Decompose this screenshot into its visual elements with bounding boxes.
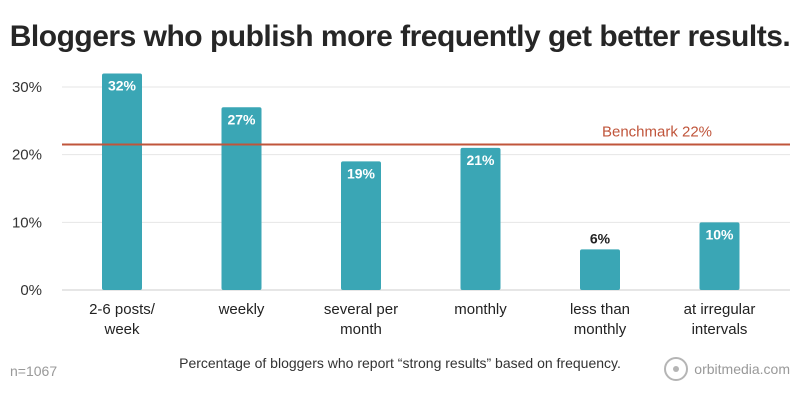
category-label-line: monthly — [454, 301, 507, 318]
bar — [580, 249, 620, 290]
bar-value-label: 19% — [347, 165, 376, 181]
bar-value-label: 6% — [590, 230, 611, 246]
gridlines — [62, 86, 790, 291]
category-label-line: intervals — [692, 321, 748, 338]
bar — [460, 147, 501, 290]
y-tick-label: 10% — [12, 214, 42, 231]
benchmark: Benchmark 22% — [62, 124, 790, 146]
bar — [699, 222, 740, 290]
category-label-line: at irregular — [684, 301, 756, 318]
category-label: monthly — [454, 301, 507, 318]
bar-value-labels: 32% 27% 19% 21% 6% 10% — [108, 77, 734, 246]
y-tick-label: 20% — [12, 147, 42, 164]
category-label-line: monthly — [574, 321, 627, 338]
category-label-line: 2-6 posts/ — [89, 301, 156, 318]
x-axis-categories: 2-6 posts/week weekly several per month mont… — [89, 301, 755, 338]
benchmark-label: Benchmark 22% — [602, 124, 712, 141]
chart-title: Bloggers who publish more frequently get… — [9, 20, 791, 53]
category-label: 2-6 posts/week — [89, 301, 156, 338]
category-label: at irregular intervals — [684, 301, 756, 338]
category-label: less than monthly — [570, 301, 630, 338]
category-label: weekly — [218, 301, 265, 318]
bar-value-label: 32% — [108, 77, 137, 93]
category-label-line: month — [340, 321, 382, 338]
category-label-line: several per — [324, 301, 398, 318]
category-label-line: week — [103, 321, 140, 338]
bar-value-label: 21% — [466, 152, 495, 168]
orbit-icon — [664, 357, 689, 381]
category-label-line: less than — [570, 301, 630, 318]
bar-value-label: 10% — [705, 226, 734, 242]
logo-text: orbitmedia.com — [694, 361, 790, 377]
category-label-line: weekly — [218, 301, 265, 318]
bar-value-label: 27% — [227, 111, 256, 127]
bars — [102, 73, 740, 290]
y-axis-ticks: 0% 10% 20% 30% — [12, 79, 42, 299]
bar — [341, 161, 381, 290]
chart-caption: Percentage of bloggers who report “stron… — [179, 355, 621, 371]
category-label: several per month — [324, 301, 398, 338]
brand-logo: orbitmedia.com — [664, 354, 790, 384]
sample-size-note: n=1067 — [10, 363, 58, 379]
y-tick-label: 30% — [12, 79, 42, 96]
bar — [102, 73, 142, 290]
bar — [221, 107, 262, 290]
y-tick-label: 0% — [20, 282, 42, 299]
